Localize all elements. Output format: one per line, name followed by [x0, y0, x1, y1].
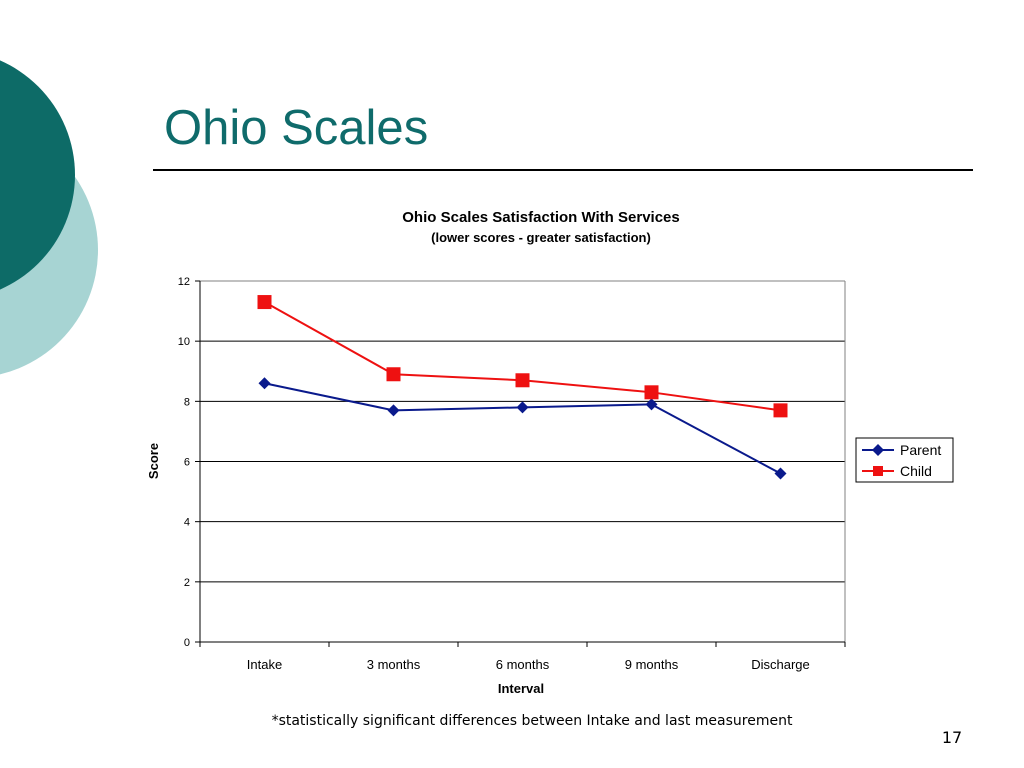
y-tick-label: 10	[178, 336, 190, 348]
data-point-parent	[387, 404, 400, 417]
series-parent	[258, 377, 787, 480]
dark-teal-circle	[0, 60, 75, 290]
data-point-child	[257, 295, 272, 310]
data-point-child	[644, 385, 659, 400]
data-point-child	[515, 373, 530, 388]
series-line-parent	[264, 382, 781, 475]
legend-label-parent: Parent	[900, 442, 941, 458]
y-tick-label: 4	[184, 517, 190, 529]
chart-title: Ohio Scales Satisfaction With Services	[402, 209, 679, 226]
y-tick-label: 12	[178, 276, 190, 288]
data-point-parent	[258, 377, 271, 390]
legend-marker-child	[873, 466, 883, 476]
plot-area: 0 2 4 6 8 10 12 Intake 3 months 6 months 9 months D…	[178, 276, 846, 672]
title-divider	[153, 169, 973, 171]
data-point-child	[386, 367, 401, 382]
chart-subtitle: (lower scores - greater satisfaction)	[431, 230, 651, 245]
footnote: *statistically significant differences b…	[271, 713, 793, 729]
x-tick-label: Intake	[247, 657, 282, 672]
y-tick-label: 6	[184, 457, 190, 469]
x-tick-label: Discharge	[751, 657, 810, 672]
data-point-parent	[516, 401, 529, 414]
y-tick-label: 8	[184, 396, 190, 408]
data-point-parent	[645, 398, 658, 411]
y-axis-label: Score	[146, 443, 161, 479]
x-tick-label: 9 months	[625, 657, 679, 672]
legend: Parent Child	[855, 437, 954, 483]
slide-title: Ohio Scales	[164, 101, 429, 155]
legend-label-child: Child	[900, 463, 932, 479]
series-line-child	[264, 301, 781, 412]
decorative-circles	[0, 60, 98, 375]
x-tick-label: 6 months	[496, 657, 550, 672]
data-point-child	[773, 403, 788, 418]
y-tick-label: 2	[184, 577, 190, 589]
y-tick-label: 0	[184, 637, 190, 649]
legend-box	[855, 437, 954, 483]
legend-marker-parent	[872, 444, 884, 456]
x-tick-label: 3 months	[367, 657, 421, 672]
page-number: 17	[941, 728, 963, 747]
x-axis-label: Interval	[498, 681, 544, 696]
series-child	[257, 295, 788, 418]
data-point-parent	[774, 467, 787, 480]
